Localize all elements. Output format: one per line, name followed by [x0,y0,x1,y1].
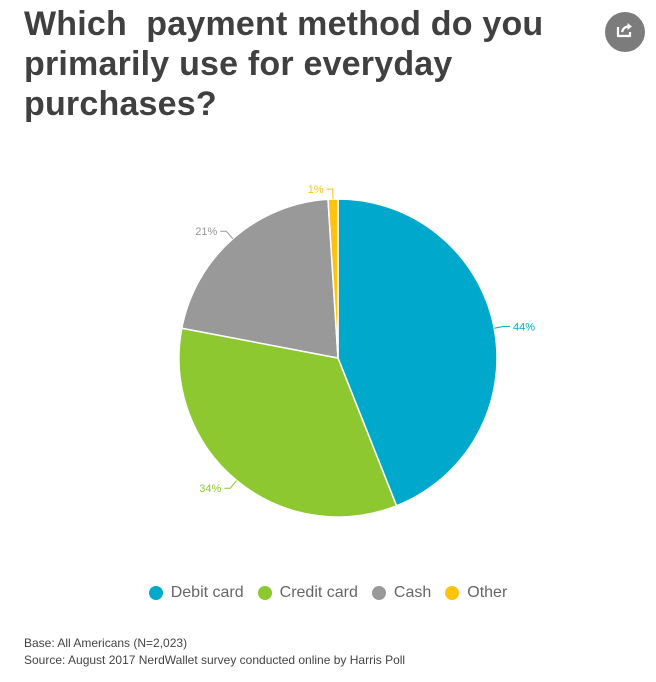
pie-chart: 44% 34% 21% 1% [178,184,535,518]
share-button[interactable] [605,12,645,52]
data-label: 1% [308,184,324,196]
footer: Base: All Americans (N=2,023) Source: Au… [24,635,405,669]
data-label: 21% [195,226,217,238]
legend-swatch-cash [371,586,386,600]
leader-line [224,480,238,489]
legend-swatch-credit-card [257,586,272,600]
legend-label: Cash [393,584,432,601]
legend-label: Debit card [170,584,244,601]
data-label: 34% [199,483,221,495]
legend-item-credit-card[interactable]: Credit card [257,584,358,602]
legend: Debit card Credit card Cash Other [0,582,656,604]
legend-swatch-debit-card [148,586,163,600]
legend-swatch-other [445,586,460,600]
pie-slice-credit-card[interactable] [178,327,398,518]
source-note: Source: August 2017 NerdWallet survey co… [24,653,406,667]
share-icon [615,20,635,45]
pie-slice-other[interactable] [327,198,339,359]
leader-line [326,188,334,200]
legend-item-debit-card[interactable]: Debit card [148,584,244,602]
legend-item-other[interactable]: Other [445,584,507,602]
legend-label: Other [467,584,508,601]
chart-title: Which payment method do you primarily us… [24,5,554,123]
pie-slice-debit-card[interactable] [337,198,498,507]
leader-line [494,325,511,329]
leader-line [220,230,234,240]
legend-label: Credit card [279,584,358,601]
base-note: Base: All Americans (N=2,023) [24,636,188,650]
legend-item-cash[interactable]: Cash [371,584,432,602]
data-label: 44% [513,321,535,333]
